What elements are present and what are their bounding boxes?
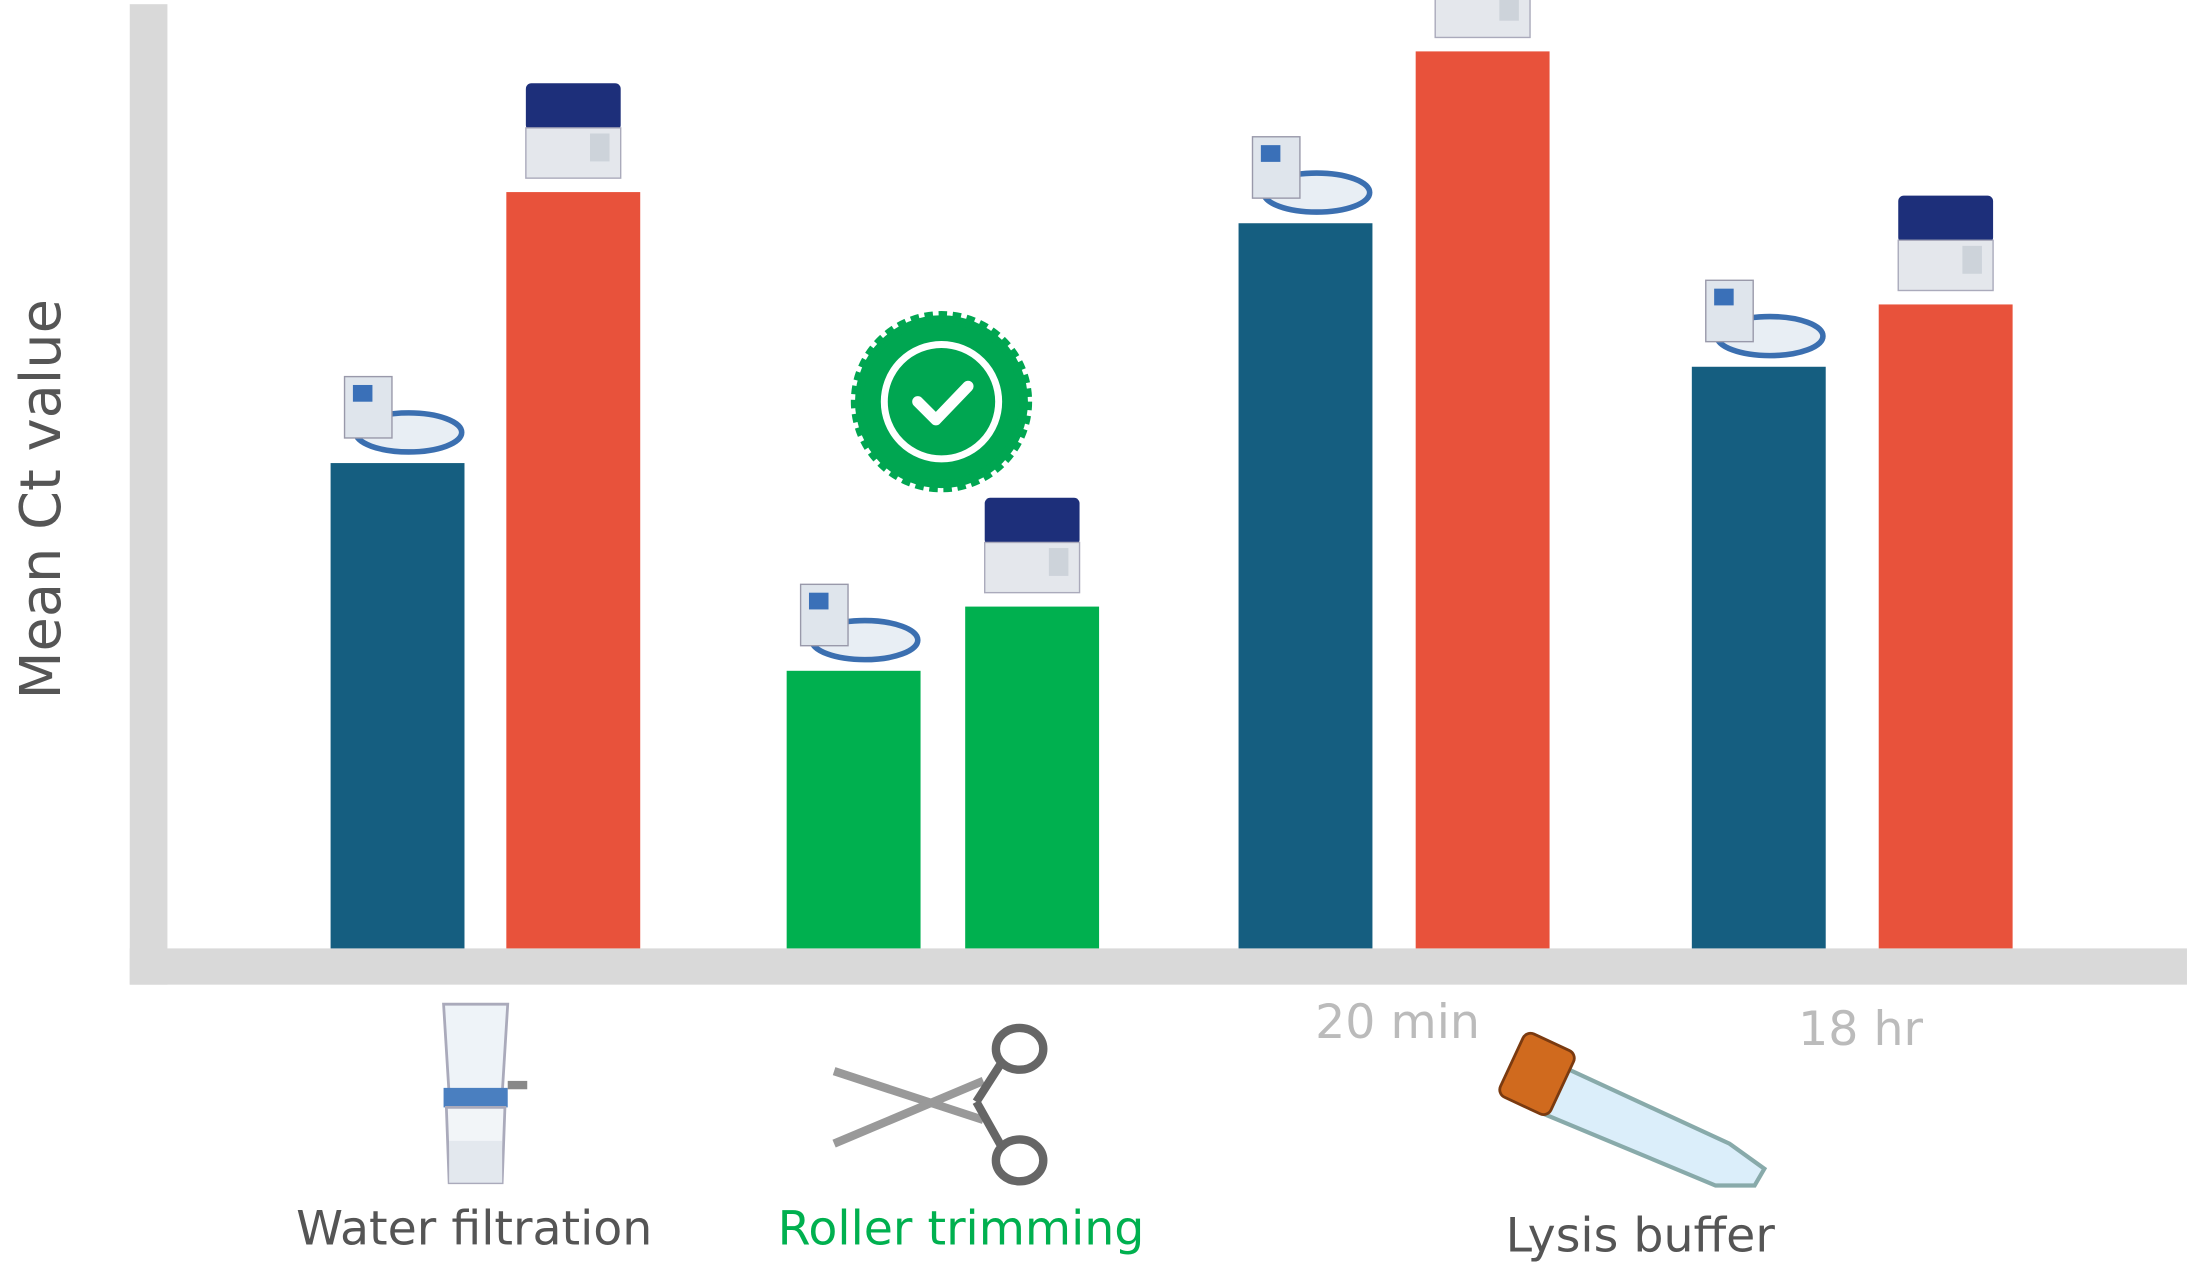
cycler-icon — [1434, 0, 1531, 39]
icon-part — [1898, 195, 1994, 244]
icon-part — [1714, 288, 1734, 306]
bar — [965, 606, 1100, 949]
group-label: Lysis buffer — [1506, 1209, 1776, 1264]
x-tick-label: Roller trimming — [778, 1202, 1145, 1257]
cycler-icon — [984, 497, 1081, 594]
icon-part — [1962, 245, 1982, 274]
bar — [330, 463, 465, 949]
icon-part — [984, 497, 1080, 546]
y-axis — [129, 4, 168, 985]
tube-icon — [1498, 1031, 1768, 1188]
bar — [1415, 51, 1550, 949]
bar — [1691, 366, 1826, 949]
x-axis — [129, 948, 2187, 985]
bar — [1878, 304, 2013, 949]
icon-part — [1499, 0, 1519, 21]
scissors-icon — [832, 1023, 1048, 1186]
bar — [786, 670, 921, 949]
icon-part — [808, 592, 829, 610]
cycler-icon — [525, 83, 622, 179]
icon-part — [1048, 548, 1069, 576]
cycler-icon — [1897, 195, 1994, 292]
icon-part — [525, 83, 621, 131]
check-badge — [850, 311, 1033, 493]
extractor-icon — [1705, 279, 1826, 359]
icon-part — [590, 133, 610, 162]
bar — [1238, 223, 1373, 949]
extractor-icon — [343, 375, 465, 455]
icon-part — [1260, 145, 1281, 162]
x-tick-label: Water filtration — [296, 1202, 652, 1257]
extractor-icon — [799, 583, 921, 663]
x-tick-label: 18 hr — [1798, 1002, 1923, 1057]
icon-part — [352, 384, 373, 402]
y-axis-label: Mean Ct value — [9, 299, 74, 700]
extractor-icon — [1251, 136, 1373, 215]
filter-icon — [442, 1002, 528, 1185]
x-tick-label: 20 min — [1315, 995, 1480, 1050]
bar — [506, 192, 641, 949]
